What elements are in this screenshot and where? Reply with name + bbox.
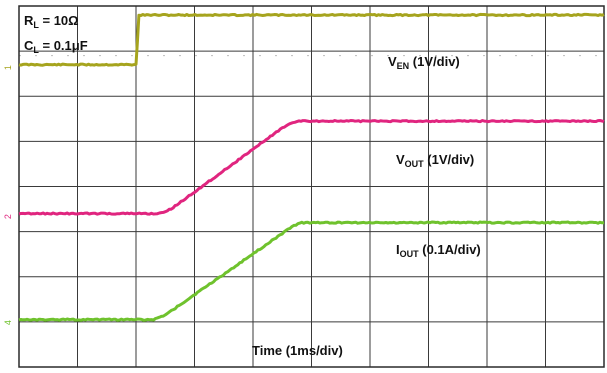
channel-markers: 1 2 4 [3,65,13,325]
trace-ven [18,12,605,67]
trace-vout [18,119,605,216]
ven-label: VEN (1V/div) [388,54,460,71]
vout-label: VOUT (1V/div) [396,152,474,169]
plot-border [18,5,605,368]
channel-marker-iout: 4 [3,320,13,325]
rl-annotation: RL = 10Ω [24,13,79,30]
iout-label: IOUT (0.1A/div) [396,242,481,259]
x-axis-label: Time (1ms/div) [252,343,343,358]
traces [18,12,605,322]
cl-annotation: CL = 0.1μF [24,38,88,55]
channel-marker-ven: 1 [3,65,13,70]
channel-marker-vout: 2 [3,214,13,219]
trace-iout [18,220,605,322]
grid [18,5,605,368]
